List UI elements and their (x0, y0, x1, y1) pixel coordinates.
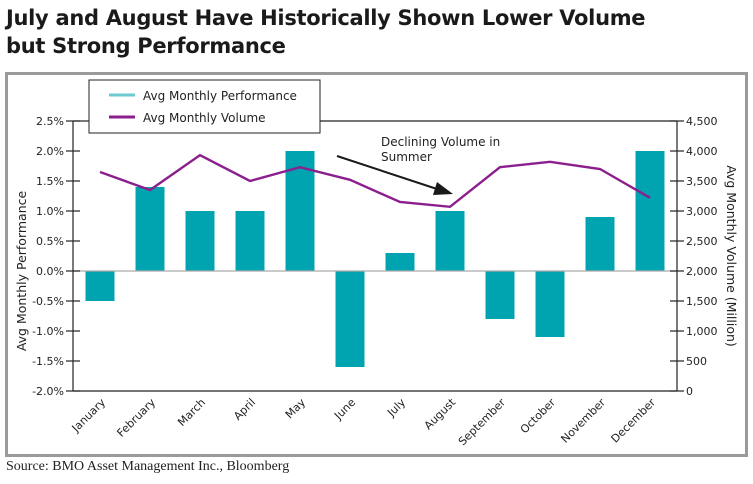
legend: Avg Monthly Performance Avg Monthly Volu… (88, 79, 321, 134)
chart-title: July and August Have Historically Shown … (6, 4, 646, 60)
bar-october (535, 271, 565, 337)
bar-january (85, 271, 115, 301)
x-tick-label: February (114, 396, 158, 440)
x-tick-label: August (422, 395, 459, 432)
x-tick-label: April (231, 396, 258, 423)
annotation-arrow-head (433, 182, 453, 195)
y-tick-label-left: -0.5% (32, 295, 64, 308)
x-tick-label: March (175, 396, 208, 429)
x-tick-label: December (609, 396, 659, 446)
chart-title-line1: July and August Have Historically Shown … (6, 6, 646, 30)
x-tick-labels: January February March April May June July Augu… (69, 395, 659, 448)
bar-february (135, 187, 165, 271)
chart-title-line2: but Strong Performance (6, 34, 286, 58)
bar-august (435, 211, 465, 271)
y-tick-label-left: -1.5% (32, 355, 64, 368)
x-tick-label: July (384, 396, 408, 420)
y-tick-label-right: 3,500 (686, 175, 718, 188)
bar-july (385, 253, 415, 271)
y-axis-label-right: Avg Monthly Volume (Million) (724, 165, 739, 347)
x-tick-label: May (283, 396, 309, 422)
y-tick-label-right: 1,500 (686, 295, 718, 308)
x-tick-label: October (518, 396, 559, 437)
y-tick-label-right: 4,500 (686, 115, 718, 128)
y-tick-label-left: 0.0% (36, 265, 64, 278)
y-tick-label-right: 2,000 (686, 265, 718, 278)
y-tick-label-left: -1.0% (32, 325, 64, 338)
legend-label-performance: Avg Monthly Performance (143, 89, 297, 103)
y-tick-label-left: 1.0% (36, 205, 64, 218)
source-note: Source: BMO Asset Management Inc., Bloom… (6, 459, 290, 474)
annotation: Declining Volume in Summer (336, 135, 500, 195)
annotation-text-line1: Declining Volume in (381, 135, 500, 149)
chart-frame (5, 72, 748, 457)
y-tick-label-right: 500 (686, 355, 707, 368)
axes: -2.0% -1.5% -1.0% -0.5% 0.0% 0.5% 1.0% 1.5% 2.0%… (32, 115, 717, 398)
annotation-arrow-shaft (336, 155, 441, 191)
bar-april (235, 211, 265, 271)
y-tick-label-left: 2.5% (36, 115, 64, 128)
y-tick-label-right: 4,000 (686, 145, 718, 158)
bar-december (635, 151, 665, 271)
bar-september (485, 271, 515, 319)
performance-bars (85, 151, 665, 367)
x-tick-label: September (456, 396, 509, 449)
x-tick-label: November (558, 396, 608, 446)
volume-line (99, 153, 651, 209)
x-tick-label: January (69, 396, 109, 436)
y-tick-label-right: 3,000 (686, 205, 718, 218)
y-tick-label-left: -2.0% (32, 385, 64, 398)
y-tick-label-left: 2.0% (36, 145, 64, 158)
bar-march (185, 211, 215, 271)
volume-line-group (99, 153, 651, 209)
legend-label-volume: Avg Monthly Volume (143, 111, 266, 125)
legend-box (88, 79, 321, 134)
y-tick-label-left: 1.5% (36, 175, 64, 188)
x-tick-label: June (331, 396, 358, 423)
bar-november (585, 217, 615, 271)
annotation-text-line2: Summer (381, 150, 432, 164)
y-tick-label-right: 2,500 (686, 235, 718, 248)
y-tick-label-right: 1,000 (686, 325, 718, 338)
bar-june (335, 271, 365, 367)
y-axis-label-left: Avg Monthly Performance (14, 191, 29, 352)
y-tick-label-right: 0 (686, 385, 693, 398)
y-tick-label-left: 0.5% (36, 235, 64, 248)
